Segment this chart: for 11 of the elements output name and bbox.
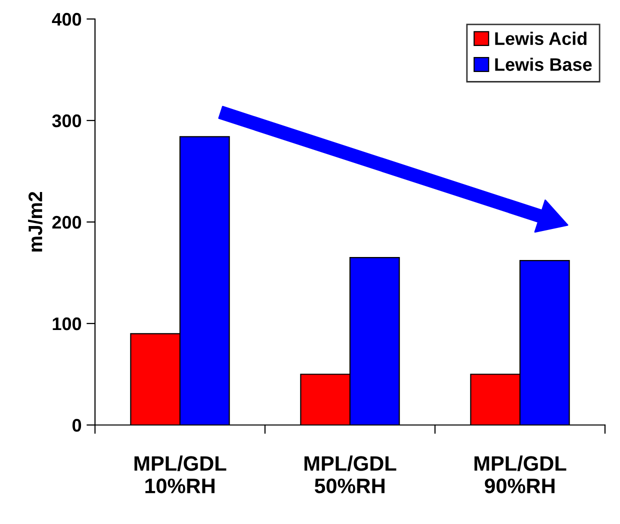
y-tick-label: 100	[52, 317, 82, 330]
y-axis-title: mJ/m2	[28, 192, 42, 252]
y-tick-label: 200	[52, 216, 82, 229]
legend-label: Lewis Acid	[495, 32, 586, 45]
y-tick-label: 0	[72, 418, 82, 432]
x-tick-label: MPL/GDL 10%RH	[134, 456, 226, 494]
x-tick-label: MPL/GDL 50%RH	[304, 456, 396, 494]
legend-label: Lewis Base	[495, 58, 592, 71]
y-tick-label: 400	[52, 12, 82, 26]
y-tick-label: 300	[52, 114, 82, 128]
x-tick-label: MPL/GDL 90%RH	[474, 456, 566, 494]
